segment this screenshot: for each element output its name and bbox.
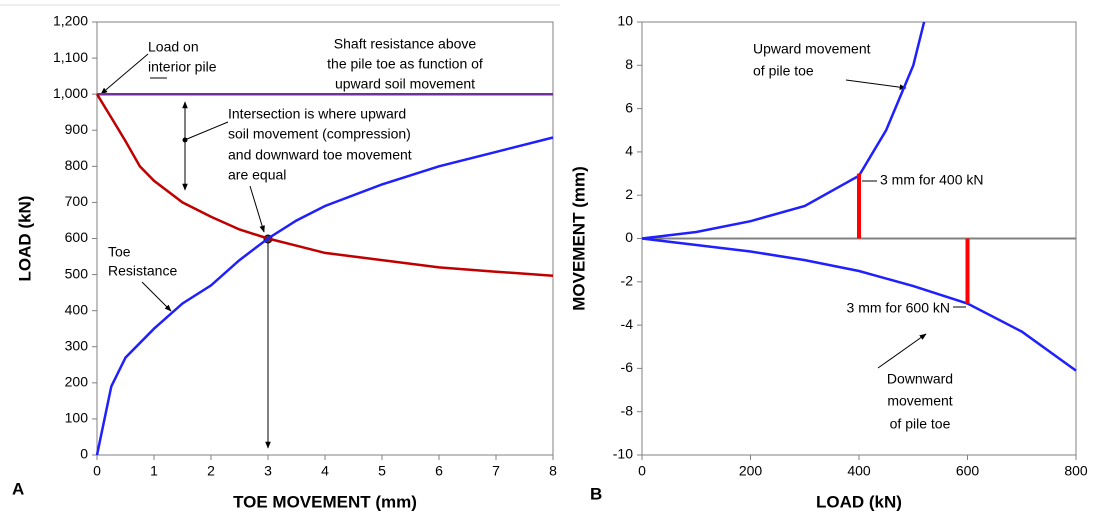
y-tick-label: 500 <box>65 265 89 281</box>
y-axis-label: LOAD (kN) <box>15 196 34 282</box>
y-tick-label: 700 <box>65 193 89 209</box>
y-tick-label: 400 <box>65 301 89 317</box>
y-tick-label: 600 <box>65 229 89 245</box>
annotation: movement <box>887 393 952 409</box>
annotation: Downward <box>887 371 953 387</box>
x-tick-label: 7 <box>492 463 500 479</box>
x-tick-label: 3 <box>264 463 272 479</box>
x-tick-label: 800 <box>1064 463 1088 479</box>
panel-label: B <box>590 484 602 503</box>
x-tick-label: 0 <box>638 463 646 479</box>
x-tick-label: 8 <box>549 463 557 479</box>
series-line <box>641 237 1077 372</box>
x-tick-label: 4 <box>321 463 329 479</box>
annotation: Load on <box>148 39 199 55</box>
y-tick-label: 0 <box>80 446 88 462</box>
y-tick-label: 1,200 <box>53 13 88 29</box>
annotation: and downward toe movement <box>228 147 412 163</box>
annotation: interior pile <box>148 59 217 75</box>
y-tick-label: 10 <box>617 13 633 29</box>
x-tick-label: 6 <box>435 463 443 479</box>
annotation: Intersection is where upward <box>228 106 406 122</box>
annotation: of pile toe <box>890 416 951 432</box>
y-tick-label: 6 <box>625 99 633 115</box>
x-tick-label: 200 <box>739 463 763 479</box>
plot-frame <box>96 21 554 456</box>
x-tick-label: 5 <box>378 463 386 479</box>
annotation: Upward movement <box>753 41 871 57</box>
arrows-a <box>100 53 273 449</box>
x-tick-label: 600 <box>956 463 980 479</box>
annotation: of pile toe <box>753 63 814 79</box>
y-tick-label: -10 <box>613 446 633 462</box>
annotation: the pile toe as function of <box>327 56 483 72</box>
y-tick-label: 200 <box>65 374 89 390</box>
y-tick-label: 0 <box>625 229 633 245</box>
y-tick-label: 800 <box>65 157 89 173</box>
x-tick-label: 1 <box>150 463 158 479</box>
annotation: Toe <box>108 244 131 260</box>
x-tick-label: 2 <box>207 463 215 479</box>
marker-bar <box>857 173 861 239</box>
x-tick-label: 400 <box>847 463 871 479</box>
x-axis-label: TOE MOVEMENT (mm) <box>233 492 417 511</box>
y-tick-label: 8 <box>625 56 633 72</box>
series-line <box>95 136 554 456</box>
y-tick-label: -6 <box>621 359 634 375</box>
annotation: 3 mm for 400 kN <box>880 172 983 188</box>
series-line <box>641 21 926 240</box>
y-tick-label: -8 <box>621 402 634 418</box>
y-tick-label: -2 <box>621 273 634 289</box>
annotation: Shaft resistance above <box>334 36 477 52</box>
y-tick-label: 300 <box>65 337 89 353</box>
y-axis-label: MOVEMENT (mm) <box>569 166 588 311</box>
annotation: soil movement (compression) <box>228 126 411 142</box>
x-axis-label: LOAD (kN) <box>816 492 902 511</box>
annotation: upward soil movement <box>335 76 475 92</box>
y-tick-label: 4 <box>625 143 633 159</box>
y-tick-label: 900 <box>65 121 89 137</box>
series-line <box>95 93 554 277</box>
y-tick-label: 1,100 <box>53 49 88 65</box>
annotation: are equal <box>228 167 286 183</box>
y-tick-label: 1,000 <box>53 85 88 101</box>
arrows-b <box>845 79 966 369</box>
y-tick-label: 2 <box>625 186 633 202</box>
panel-label: A <box>12 479 24 498</box>
annotation: 3 mm for 600 kN <box>847 300 950 316</box>
marker-bar <box>965 238 970 304</box>
x-tick-label: 0 <box>93 463 101 479</box>
y-tick-label: -4 <box>621 316 634 332</box>
annotation: Resistance <box>108 263 177 279</box>
y-tick-label: 100 <box>65 410 89 426</box>
